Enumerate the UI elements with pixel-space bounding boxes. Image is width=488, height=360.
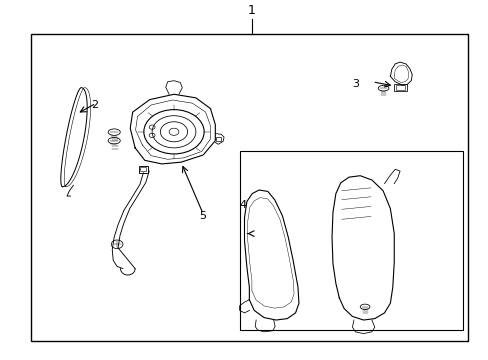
Text: 4: 4	[239, 200, 246, 210]
Text: 1: 1	[247, 4, 255, 17]
Bar	[30, 33, 467, 341]
Text: 2: 2	[91, 100, 98, 110]
Text: 5: 5	[199, 211, 206, 221]
Bar	[393, 84, 406, 91]
Bar	[138, 166, 148, 173]
Bar	[215, 137, 220, 141]
Bar	[239, 152, 462, 330]
Text: 3: 3	[351, 78, 358, 89]
Bar	[395, 85, 405, 90]
Bar	[140, 167, 146, 171]
